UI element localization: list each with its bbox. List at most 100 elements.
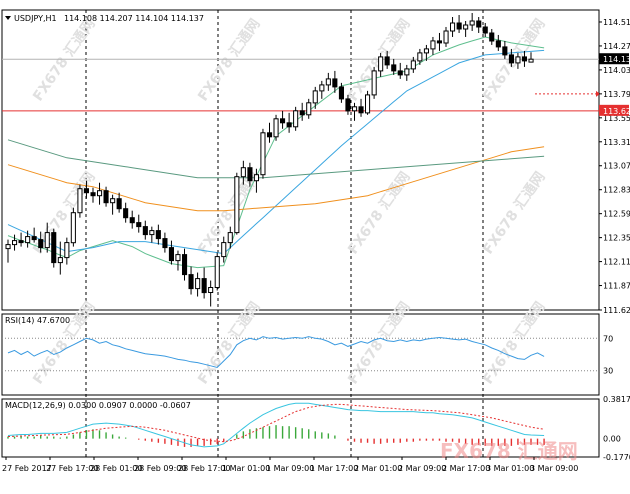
candle-down	[267, 132, 273, 138]
candle-down	[521, 56, 528, 62]
time-tick-label: 27 Feb 17:00	[46, 464, 98, 473]
candle-up	[64, 242, 70, 259]
candle-down	[123, 208, 129, 219]
current-price-badge-text: 114.137	[603, 55, 630, 64]
time-tick-label: 1 Mar 09:00	[266, 464, 314, 473]
candle-down	[83, 188, 90, 194]
price-tick-label: 113.550	[603, 114, 630, 123]
candle-down	[201, 278, 207, 294]
candle-down	[397, 70, 403, 76]
candle-up	[443, 30, 449, 44]
candle-down	[188, 274, 194, 290]
candle-down	[482, 26, 488, 34]
rsi-tick-label: 30	[603, 367, 613, 376]
candle-down	[338, 86, 344, 100]
price-tick-label: 112.590	[603, 210, 630, 219]
price-tick-label: 113.790	[603, 90, 630, 99]
candle-down	[286, 122, 292, 128]
candle-down	[90, 192, 96, 197]
candle-up	[365, 94, 371, 114]
macd-tick-label: 0.3817	[603, 395, 630, 404]
panel-frame-2	[1, 313, 600, 396]
time-tick-label: 2 Mar 09:00	[398, 464, 446, 473]
candle-up	[227, 232, 233, 244]
candle-down	[18, 240, 24, 244]
arrow-head-icon	[596, 90, 600, 97]
time-tick-label: 28 Feb 17:00	[178, 464, 230, 473]
candle-up	[240, 167, 246, 178]
candle-down	[358, 106, 364, 114]
candle-up	[515, 56, 521, 64]
candle-up	[97, 190, 103, 197]
candle-down	[247, 167, 253, 182]
time-tick-label: 3 Mar 09:00	[530, 464, 578, 473]
candle-up	[306, 102, 312, 116]
candle-down	[136, 222, 142, 228]
time-tick-label: 3 Mar 01:00	[486, 464, 534, 473]
candle-up	[221, 242, 227, 258]
symbol-label: USDJPY,H1	[14, 14, 57, 23]
panel-frame-3	[1, 398, 600, 458]
candle-up	[253, 174, 259, 182]
candle-up	[175, 254, 181, 262]
candle-down	[476, 20, 482, 28]
moving-average-line-3	[7, 139, 545, 179]
candle-up	[417, 52, 423, 62]
candle-up	[293, 110, 299, 128]
price-tick-label: 111.625	[603, 306, 630, 315]
current-price-badge	[599, 53, 629, 65]
macd-tick-label: 0.00	[603, 435, 621, 444]
candle-down	[508, 54, 514, 64]
dropdown-triangle-icon	[5, 16, 11, 20]
time-tick-label: 27 Feb 2017	[2, 464, 52, 473]
price-tick-label: 112.350	[603, 234, 630, 243]
candle-up	[195, 278, 201, 290]
candle-up	[528, 58, 534, 63]
rsi-label: RSI(14) 47.6700	[5, 316, 70, 325]
macd-tick-label: -0.1770	[603, 453, 630, 462]
candle-up	[77, 188, 83, 214]
watermark-logo-text: FX678 汇通网	[440, 439, 578, 463]
candle-up	[44, 232, 50, 249]
candle-up	[312, 90, 318, 104]
candle-up	[57, 257, 63, 264]
candle-down	[168, 247, 174, 262]
candle-down	[129, 217, 135, 224]
candle-up	[273, 118, 279, 138]
candle-up	[12, 240, 18, 246]
candle-down	[103, 190, 109, 204]
candle-up	[450, 22, 456, 32]
price-tick-label: 113.070	[603, 162, 630, 171]
time-tick-label: 28 Feb 01:00	[90, 464, 142, 473]
candle-down	[502, 46, 508, 56]
time-tick-label: 2 Mar 01:00	[354, 464, 402, 473]
time-tick-label: 1 Mar 17:00	[310, 464, 358, 473]
candle-down	[142, 226, 148, 236]
candle-down	[38, 239, 44, 249]
rsi-line	[7, 336, 545, 369]
moving-average-line-1	[7, 49, 545, 255]
moving-average-line-2	[7, 146, 545, 212]
time-tick-label: 28 Feb 09:00	[134, 464, 186, 473]
candle-up	[110, 198, 116, 204]
price-tick-label: 114.510	[603, 18, 630, 27]
macd-signal-line	[7, 403, 545, 443]
candle-up	[70, 212, 76, 244]
candle-down	[31, 236, 37, 241]
candle-up	[208, 287, 214, 293]
price-tick-label: 112.830	[603, 186, 630, 195]
price-tick-label: 111.870	[603, 282, 630, 291]
price-tick-label: 113.310	[603, 138, 630, 147]
macd-line	[7, 402, 545, 448]
candle-down	[116, 198, 122, 210]
candle-up	[214, 256, 220, 289]
candle-down	[345, 98, 351, 112]
red-level-badge-text: 113.620	[603, 107, 630, 116]
price-tick-label: 114.030	[603, 66, 630, 75]
candle-down	[51, 232, 57, 264]
candle-up	[5, 244, 11, 250]
candle-down	[280, 118, 286, 124]
candle-down	[162, 238, 168, 249]
candle-down	[299, 110, 305, 116]
